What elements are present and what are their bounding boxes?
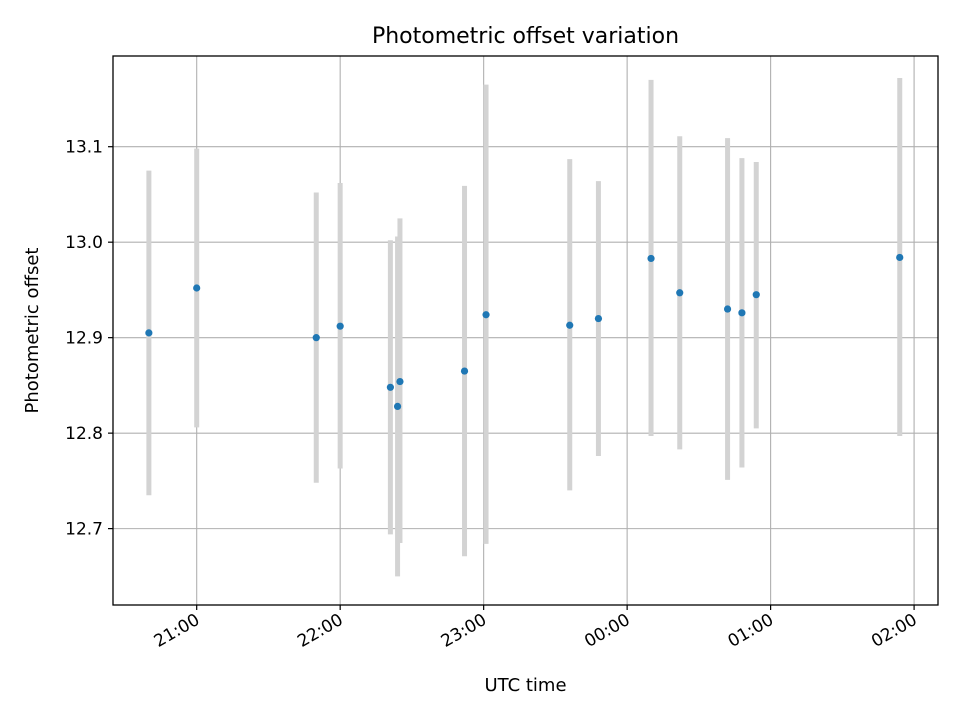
- data-point: [460, 367, 469, 375]
- data-point: [193, 284, 201, 292]
- data-point: [896, 253, 904, 262]
- plot-frame: [112, 55, 939, 606]
- data-point: [145, 329, 153, 337]
- data-point: [723, 305, 732, 313]
- data-point: [482, 311, 490, 319]
- data-point: [566, 321, 574, 329]
- chart-title: Photometric offset variation: [372, 24, 679, 49]
- y-tick-label: 12.8: [65, 424, 103, 444]
- y-tick-label: 12.9: [65, 329, 103, 349]
- data-point: [647, 254, 655, 263]
- data-point: [752, 291, 760, 299]
- data-point: [396, 377, 404, 386]
- data-point: [738, 309, 746, 317]
- data-point: [336, 322, 344, 330]
- data-point: [393, 402, 402, 411]
- y-tick-label: 12.7: [65, 520, 103, 540]
- data-point: [676, 289, 684, 297]
- x-axis-label: UTC time: [484, 675, 566, 696]
- y-tick-label: 13.0: [65, 233, 103, 253]
- data-point: [386, 383, 394, 391]
- data-point: [312, 334, 320, 342]
- y-tick-label: 13.1: [65, 138, 103, 158]
- data-point: [594, 314, 603, 323]
- data-points: [145, 253, 904, 411]
- y-axis-label: Photometric offset: [22, 248, 43, 414]
